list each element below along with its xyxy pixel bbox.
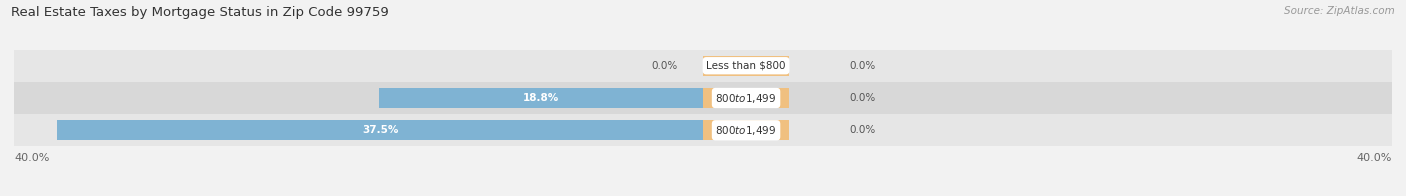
Bar	[14, 50, 1392, 82]
Bar	[14, 82, 1392, 114]
Text: 37.5%: 37.5%	[361, 125, 398, 135]
Text: 40.0%: 40.0%	[14, 153, 49, 163]
Text: $800 to $1,499: $800 to $1,499	[716, 92, 776, 104]
Text: $800 to $1,499: $800 to $1,499	[716, 124, 776, 137]
Text: 0.0%: 0.0%	[849, 93, 876, 103]
Text: 18.8%: 18.8%	[523, 93, 560, 103]
Text: Real Estate Taxes by Mortgage Status in Zip Code 99759: Real Estate Taxes by Mortgage Status in …	[11, 6, 389, 19]
Text: 40.0%: 40.0%	[1357, 153, 1392, 163]
Bar	[703, 88, 789, 108]
Bar	[703, 56, 789, 76]
Bar	[14, 114, 1392, 146]
Bar	[380, 88, 703, 108]
Bar	[58, 120, 703, 140]
Text: Less than $800: Less than $800	[706, 61, 786, 71]
Text: Source: ZipAtlas.com: Source: ZipAtlas.com	[1284, 6, 1395, 16]
Text: 0.0%: 0.0%	[849, 125, 876, 135]
Text: 0.0%: 0.0%	[651, 61, 678, 71]
Text: 0.0%: 0.0%	[849, 61, 876, 71]
Bar	[703, 120, 789, 140]
